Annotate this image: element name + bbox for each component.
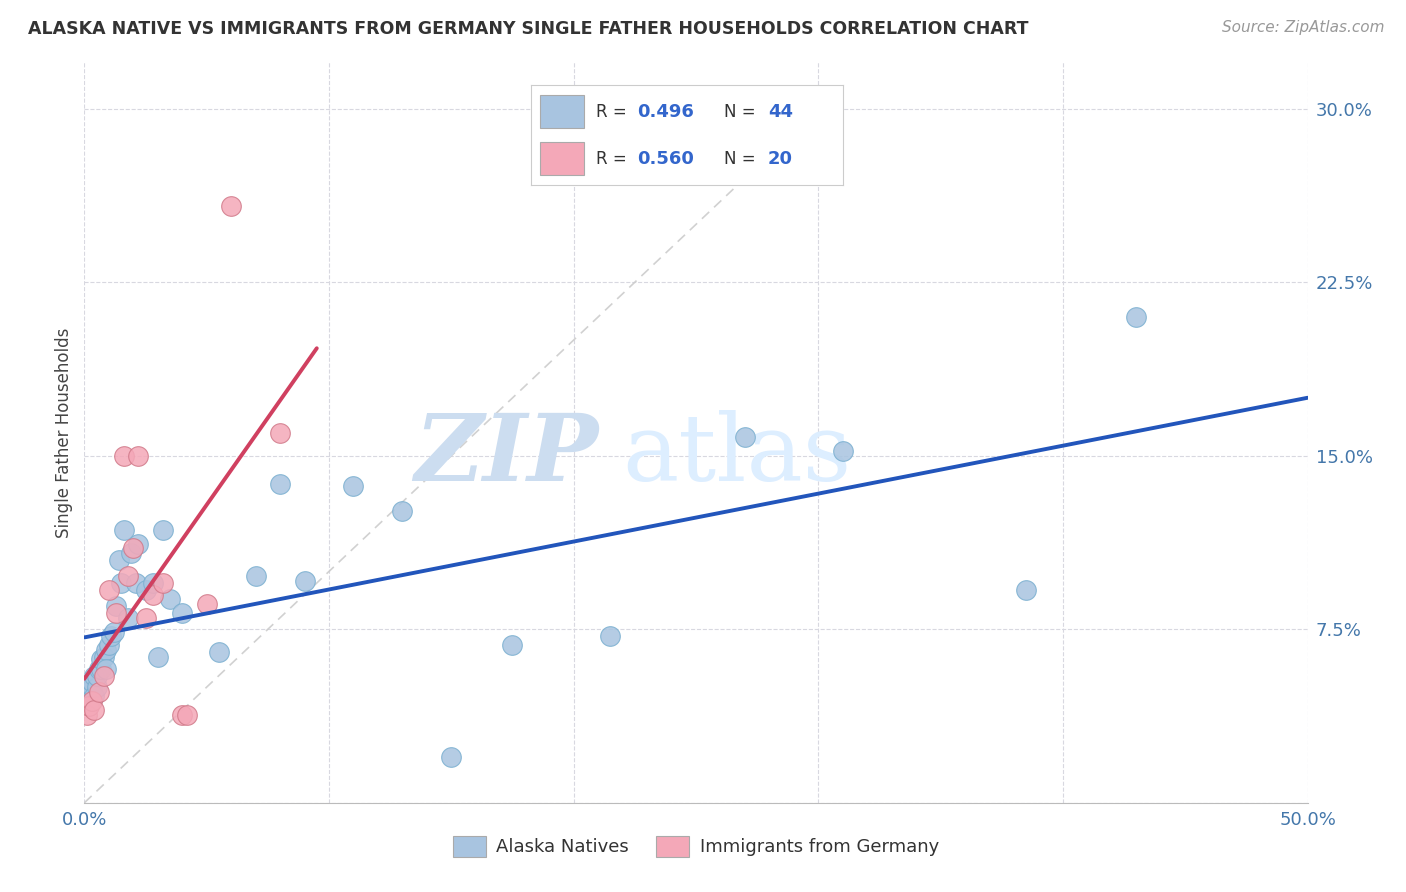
Point bbox=[1125, 310, 1147, 324]
Point bbox=[80, 680, 103, 694]
Point bbox=[734, 430, 756, 444]
Point bbox=[83, 703, 105, 717]
Text: ALASKA NATIVE VS IMMIGRANTS FROM GERMANY SINGLE FATHER HOUSEHOLDS CORRELATION CH: ALASKA NATIVE VS IMMIGRANTS FROM GERMANY… bbox=[28, 20, 1029, 37]
Point bbox=[219, 199, 242, 213]
Point bbox=[142, 588, 165, 602]
Point bbox=[159, 592, 181, 607]
Point bbox=[120, 546, 142, 560]
Point bbox=[80, 694, 103, 708]
Point bbox=[112, 523, 135, 537]
Y-axis label: Single Father Households: Single Father Households bbox=[55, 327, 73, 538]
Point bbox=[97, 639, 120, 653]
Point bbox=[76, 707, 98, 722]
Point bbox=[86, 680, 108, 694]
Point bbox=[93, 650, 115, 665]
Point bbox=[117, 610, 139, 624]
Point bbox=[502, 639, 524, 653]
Point bbox=[107, 553, 129, 567]
Point bbox=[96, 643, 118, 657]
Point bbox=[122, 541, 145, 556]
Point bbox=[77, 698, 100, 713]
Point bbox=[172, 606, 194, 620]
Point bbox=[97, 582, 120, 597]
Point bbox=[110, 576, 132, 591]
Point bbox=[105, 606, 128, 620]
Text: Source: ZipAtlas.com: Source: ZipAtlas.com bbox=[1222, 20, 1385, 35]
Point bbox=[80, 675, 103, 690]
Point bbox=[245, 569, 267, 583]
Point bbox=[93, 668, 115, 682]
Point bbox=[117, 569, 139, 583]
Point bbox=[172, 707, 194, 722]
Point bbox=[195, 597, 218, 611]
Point bbox=[269, 425, 291, 440]
Point bbox=[146, 650, 169, 665]
Point bbox=[135, 582, 157, 597]
Point bbox=[294, 574, 316, 588]
Point bbox=[87, 662, 110, 676]
Text: ZIP: ZIP bbox=[413, 409, 598, 500]
Point bbox=[342, 479, 364, 493]
Point bbox=[440, 749, 463, 764]
Point bbox=[142, 576, 165, 591]
Point bbox=[112, 449, 135, 463]
Point bbox=[152, 523, 174, 537]
Point bbox=[100, 629, 122, 643]
Point bbox=[127, 449, 149, 463]
Point bbox=[105, 599, 128, 614]
Point bbox=[103, 624, 125, 639]
Point bbox=[87, 685, 110, 699]
Point bbox=[1015, 582, 1038, 597]
Point bbox=[269, 476, 291, 491]
Point bbox=[208, 645, 231, 659]
Point bbox=[152, 576, 174, 591]
Point bbox=[135, 610, 157, 624]
Point bbox=[83, 668, 105, 682]
Point bbox=[76, 685, 98, 699]
Point bbox=[77, 694, 100, 708]
Text: atlas: atlas bbox=[623, 409, 852, 500]
Point bbox=[90, 652, 112, 666]
Point bbox=[831, 444, 853, 458]
Point bbox=[127, 536, 149, 550]
Point bbox=[90, 662, 112, 676]
Point bbox=[83, 690, 105, 704]
Legend: Alaska Natives, Immigrants from Germany: Alaska Natives, Immigrants from Germany bbox=[446, 829, 946, 864]
Point bbox=[96, 662, 118, 676]
Point bbox=[599, 629, 621, 643]
Point bbox=[86, 668, 108, 682]
Point bbox=[125, 576, 148, 591]
Point bbox=[391, 504, 413, 518]
Point bbox=[176, 707, 198, 722]
